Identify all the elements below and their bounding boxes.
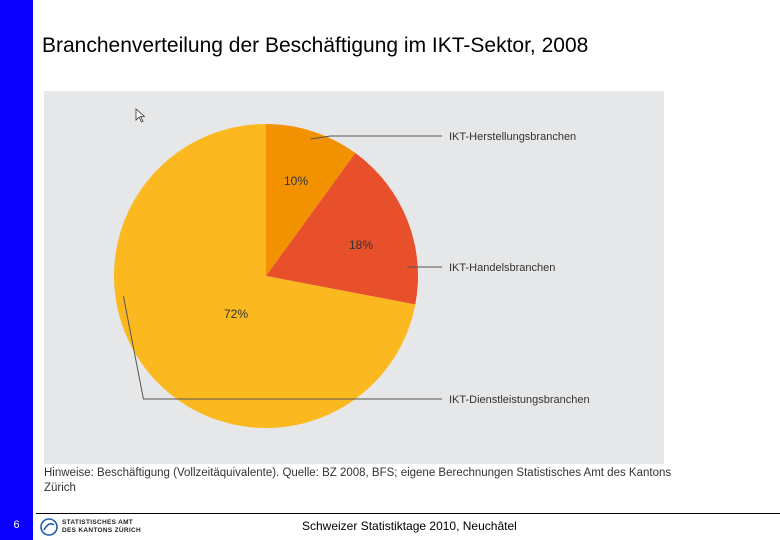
page-number: 6 — [13, 519, 20, 531]
leader-lines — [122, 135, 442, 400]
statistics-office-logo: STATISTISCHES AMT DES KANTONS ZÜRICH — [40, 517, 180, 537]
slide-title: Branchenverteilung der Beschäftigung im … — [42, 34, 589, 57]
slice-label-handel: 18% — [349, 238, 373, 252]
footer-text: Schweizer Statistiktage 2010, Neuchâtel — [302, 519, 517, 533]
slice-label-herstellung: 10% — [284, 174, 308, 188]
footer-divider — [36, 513, 780, 514]
legend-label-handel: IKT-Handelsbranchen — [449, 262, 555, 274]
slice-herstellung — [266, 124, 356, 276]
canton-emblem-icon — [40, 518, 58, 536]
slice-label-dienstleistung: 72% — [224, 307, 248, 321]
pie-slices — [113, 124, 418, 428]
logo-line-2: DES KANTONS ZÜRICH — [62, 527, 141, 534]
logo-line-1: STATISTISCHES AMT — [62, 519, 134, 526]
mouse-pointer-icon — [135, 108, 145, 123]
pie-chart: 10% 18% 72% IKT-Herstellungsbranchen IKT… — [113, 124, 590, 428]
leader-line-dienstleistung — [122, 296, 442, 400]
logo-text: STATISTISCHES AMT DES KANTONS ZÜRICH — [62, 519, 141, 535]
slice-handel — [266, 153, 418, 305]
legend-label-herstellung: IKT-Herstellungsbranchen — [449, 131, 576, 143]
slice-dienstleistung — [113, 124, 416, 428]
leader-line-herstellung — [310, 135, 442, 140]
legend-label-dienstleistung: IKT-Dienstleistungsbranchen — [449, 394, 590, 406]
chart-source-note: Hinweise: Beschäftigung (Vollzeitäquival… — [44, 467, 672, 494]
left-accent-bar — [0, 0, 33, 540]
